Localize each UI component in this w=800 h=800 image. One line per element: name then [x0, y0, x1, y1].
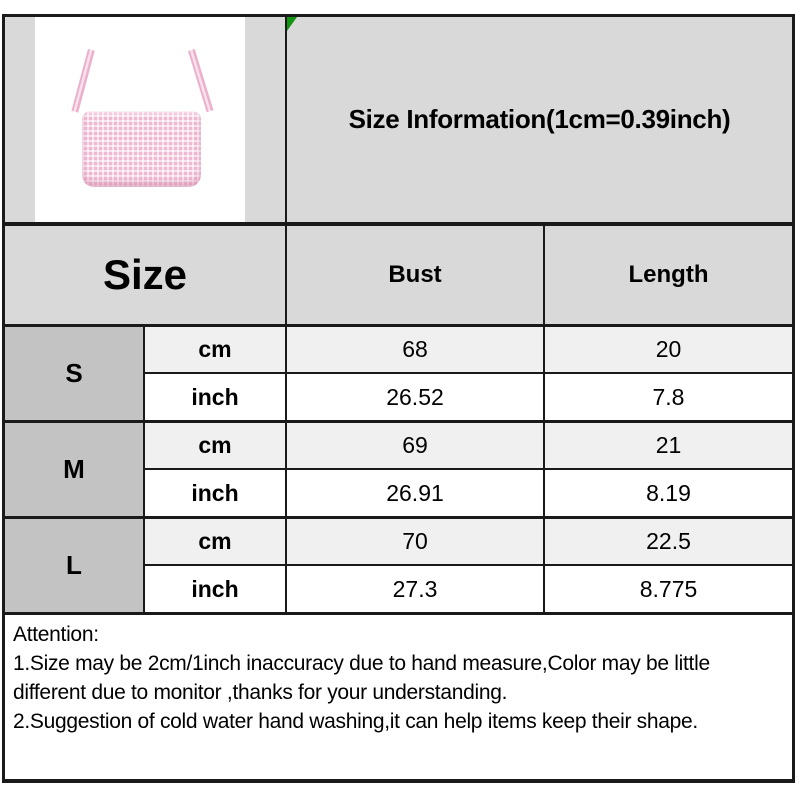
- size-information-title: Size Information(1cm=0.39inch): [348, 104, 731, 134]
- unit-label: cm: [145, 326, 285, 372]
- length-value-m-cm: 21: [545, 422, 792, 468]
- attention-line-1: 1.Size may be 2cm/1inch inaccuracy due t…: [13, 652, 710, 675]
- unit-label: cm: [145, 518, 285, 564]
- unit-label: inch: [145, 470, 285, 516]
- size-table: Size Information(1cm=0.39inch) Size Bust…: [2, 14, 795, 783]
- length-value-l-inch: 8.775: [545, 566, 792, 612]
- size-label-m: M: [5, 422, 143, 516]
- product-photo-cell: [5, 17, 285, 222]
- camisole-body: [82, 111, 201, 187]
- size-information-title-cell: Size Information(1cm=0.39inch): [287, 17, 792, 222]
- camisole-right-strap: [188, 48, 214, 113]
- attention-title: Attention:: [13, 623, 99, 646]
- length-column-header: Length: [545, 224, 792, 324]
- size-label-s: S: [5, 326, 143, 420]
- length-value-l-cm: 22.5: [545, 518, 792, 564]
- attention-line-2: different due to monitor ,thanks for you…: [13, 681, 508, 704]
- length-value-m-inch: 8.19: [545, 470, 792, 516]
- length-value-s-inch: 7.8: [545, 374, 792, 420]
- unit-label: inch: [145, 374, 285, 420]
- size-column-header: Size: [5, 224, 285, 324]
- bust-value-l-cm: 70: [287, 518, 543, 564]
- bust-value-s-cm: 68: [287, 326, 543, 372]
- length-value-s-cm: 20: [545, 326, 792, 372]
- size-label-l: L: [5, 518, 143, 612]
- bust-value-s-inch: 26.52: [287, 374, 543, 420]
- attention-note: Attention: 1.Size may be 2cm/1inch inacc…: [5, 614, 792, 779]
- camisole-left-strap: [71, 49, 95, 113]
- product-photo: [35, 17, 245, 222]
- bust-column-header: Bust: [287, 224, 543, 324]
- green-corner-marker-icon: [287, 17, 297, 31]
- bust-value-m-inch: 26.91: [287, 470, 543, 516]
- bust-value-m-cm: 69: [287, 422, 543, 468]
- unit-label: inch: [145, 566, 285, 612]
- attention-line-3: 2.Suggestion of cold water hand washing,…: [13, 710, 698, 733]
- bust-value-l-inch: 27.3: [287, 566, 543, 612]
- unit-label: cm: [145, 422, 285, 468]
